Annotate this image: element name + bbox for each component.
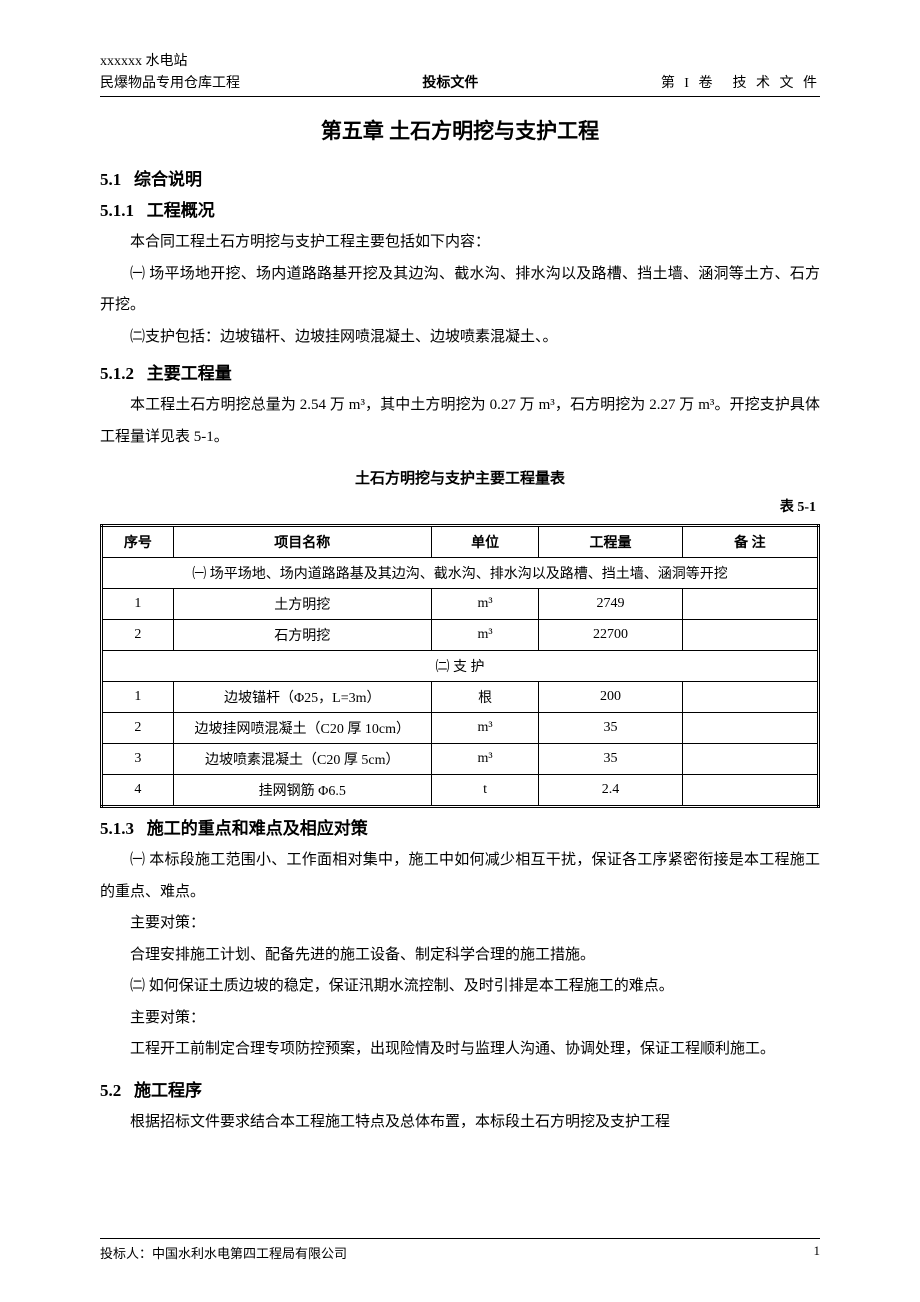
paragraph: 本工程土石方明挖总量为 2.54 万 m³，其中土方明挖为 0.27 万 m³，… <box>100 390 820 453</box>
table-title: 土石方明挖与支护主要工程量表 <box>100 467 820 488</box>
cell-unit: t <box>431 775 539 807</box>
paragraph: 工程开工前制定合理专项防控预案，出现险情及时与监理人沟通、协调处理，保证工程顺利… <box>100 1034 820 1066</box>
table-row: 3 边坡喷素混凝土（C20 厚 5cm） m³ 35 <box>102 744 819 775</box>
heading-5-1-title: 综合说明 <box>134 170 202 189</box>
cell-note <box>682 682 818 713</box>
cell-unit: m³ <box>431 744 539 775</box>
cell-note <box>682 589 818 620</box>
heading-5-2-title: 施工程序 <box>134 1081 202 1100</box>
col-seq: 序号 <box>102 526 174 558</box>
header-top-left: xxxxxx 水电站 <box>100 50 188 70</box>
cell-seq: 2 <box>102 620 174 651</box>
paragraph: ㈡ 如何保证土质边坡的稳定，保证汛期水流控制、及时引排是本工程施工的难点。 <box>100 971 820 1003</box>
col-qty: 工程量 <box>539 526 682 558</box>
paragraph: 合理安排施工计划、配备先进的施工设备、制定科学合理的施工措施。 <box>100 940 820 972</box>
table-section-2: ㈡ 支 护 <box>102 651 819 682</box>
heading-5-1-2-num: 5.1.2 <box>100 364 134 383</box>
cell-note <box>682 744 818 775</box>
paragraph: ㈡支护包括：边坡锚杆、边坡挂网喷混凝土、边坡喷素混凝土、。 <box>100 322 820 354</box>
col-name: 项目名称 <box>173 526 431 558</box>
page-number: 1 <box>814 1243 821 1262</box>
cell-qty: 200 <box>539 682 682 713</box>
cell-qty: 35 <box>539 713 682 744</box>
cell-seq: 2 <box>102 713 174 744</box>
table-section-row: ㈡ 支 护 <box>102 651 819 682</box>
heading-5-1-3-title: 施工的重点和难点及相应对策 <box>147 819 368 838</box>
document-page: xxxxxx 水电站 民爆物品专用仓库工程 投标文件 第 I 卷 技 术 文 件… <box>0 0 920 1302</box>
cell-unit: m³ <box>431 713 539 744</box>
cell-note <box>682 775 818 807</box>
table-label: 表 5-1 <box>100 496 820 516</box>
cell-seq: 1 <box>102 589 174 620</box>
header-left: 民爆物品专用仓库工程 <box>100 72 240 92</box>
heading-5-1: 5.1 综合说明 <box>100 165 820 190</box>
chapter-title: 第五章 土石方明挖与支护工程 <box>100 115 820 145</box>
col-note: 备 注 <box>682 526 818 558</box>
cell-name: 石方明挖 <box>173 620 431 651</box>
cell-qty: 22700 <box>539 620 682 651</box>
cell-unit: m³ <box>431 620 539 651</box>
quantities-table: 序号 项目名称 单位 工程量 备 注 ㈠ 场平场地、场内道路路基及其边沟、截水沟… <box>100 524 820 808</box>
cell-name: 边坡挂网喷混凝土（C20 厚 10cm） <box>173 713 431 744</box>
heading-5-1-2-title: 主要工程量 <box>147 364 232 383</box>
cell-name: 边坡锚杆（Φ25，L=3m） <box>173 682 431 713</box>
heading-5-1-3: 5.1.3 施工的重点和难点及相应对策 <box>100 814 820 839</box>
page-header: 民爆物品专用仓库工程 投标文件 第 I 卷 技 术 文 件 <box>100 72 820 97</box>
cell-unit: 根 <box>431 682 539 713</box>
heading-5-1-2: 5.1.2 主要工程量 <box>100 359 820 384</box>
cell-note <box>682 713 818 744</box>
cell-seq: 3 <box>102 744 174 775</box>
heading-5-1-3-num: 5.1.3 <box>100 819 134 838</box>
table-section-row: ㈠ 场平场地、场内道路路基及其边沟、截水沟、排水沟以及路槽、挡土墙、涵洞等开挖 <box>102 558 819 589</box>
cell-name: 土方明挖 <box>173 589 431 620</box>
table-row: 1 土方明挖 m³ 2749 <box>102 589 819 620</box>
paragraph: ㈠ 场平场地开挖、场内道路路基开挖及其边沟、截水沟、排水沟以及路槽、挡土墙、涵洞… <box>100 259 820 322</box>
footer-left: 投标人：中国水利水电第四工程局有限公司 <box>100 1243 347 1262</box>
col-unit: 单位 <box>431 526 539 558</box>
table-header-row: 序号 项目名称 单位 工程量 备 注 <box>102 526 819 558</box>
table-section-1: ㈠ 场平场地、场内道路路基及其边沟、截水沟、排水沟以及路槽、挡土墙、涵洞等开挖 <box>102 558 819 589</box>
table-row: 2 边坡挂网喷混凝土（C20 厚 10cm） m³ 35 <box>102 713 819 744</box>
heading-5-2: 5.2 施工程序 <box>100 1076 820 1101</box>
heading-5-1-num: 5.1 <box>100 170 121 189</box>
cell-note <box>682 620 818 651</box>
cell-qty: 2749 <box>539 589 682 620</box>
heading-5-1-1-num: 5.1.1 <box>100 201 134 220</box>
header-center: 投标文件 <box>422 72 478 92</box>
page-footer: 投标人：中国水利水电第四工程局有限公司 1 <box>100 1238 820 1262</box>
paragraph: 主要对策： <box>100 1003 820 1035</box>
cell-seq: 1 <box>102 682 174 713</box>
heading-5-1-1: 5.1.1 工程概况 <box>100 196 820 221</box>
table-row: 2 石方明挖 m³ 22700 <box>102 620 819 651</box>
cell-qty: 35 <box>539 744 682 775</box>
paragraph: 本合同工程土石方明挖与支护工程主要包括如下内容： <box>100 227 820 259</box>
cell-name: 边坡喷素混凝土（C20 厚 5cm） <box>173 744 431 775</box>
cell-name: 挂网钢筋 Φ6.5 <box>173 775 431 807</box>
cell-unit: m³ <box>431 589 539 620</box>
heading-5-1-1-title: 工程概况 <box>147 201 215 220</box>
table-row: 4 挂网钢筋 Φ6.5 t 2.4 <box>102 775 819 807</box>
heading-5-2-num: 5.2 <box>100 1081 121 1100</box>
cell-seq: 4 <box>102 775 174 807</box>
paragraph: 根据招标文件要求结合本工程施工特点及总体布置，本标段土石方明挖及支护工程 <box>100 1107 820 1139</box>
table-row: 1 边坡锚杆（Φ25，L=3m） 根 200 <box>102 682 819 713</box>
header-right: 第 I 卷 技 术 文 件 <box>661 72 820 92</box>
paragraph: 主要对策： <box>100 908 820 940</box>
cell-qty: 2.4 <box>539 775 682 807</box>
paragraph: ㈠ 本标段施工范围小、工作面相对集中，施工中如何减少相互干扰，保证各工序紧密衔接… <box>100 845 820 908</box>
page-header-top: xxxxxx 水电站 <box>100 50 820 70</box>
